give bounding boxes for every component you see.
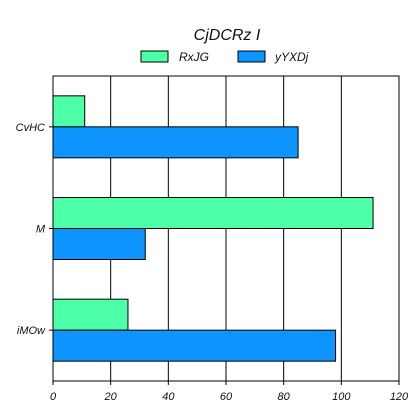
bar-rxjg-imow [52, 298, 129, 331]
y-tick-label-m: M [36, 224, 46, 236]
legend: RxJG yYXDj [140, 50, 309, 64]
legend-swatch-yyxdj [237, 50, 266, 63]
y-tick-label-imow: iMOw [17, 325, 46, 337]
bar-rxjg-cvhc [52, 95, 86, 128]
bar-yyxdj-m [52, 228, 146, 260]
bar-yyxdj-imow [52, 329, 337, 362]
x-tick-label-20: 20 [104, 391, 118, 403]
x-tick-label-80: 80 [278, 391, 291, 403]
chart-title: CjDCRz I [194, 27, 261, 44]
bar-rxjg-m [52, 197, 374, 229]
legend-swatch-rxjg [140, 50, 169, 63]
bar-yyxdj-cvhc [52, 126, 299, 159]
x-tick-label-0: 0 [50, 391, 57, 403]
x-tick-label-40: 40 [162, 391, 175, 403]
legend-label-yyxdj: yYXDj [274, 50, 309, 64]
x-tick-label-60: 60 [220, 391, 233, 403]
x-tick-label-120: 120 [390, 391, 409, 403]
y-tick-label-cvhc: CvHC [16, 122, 45, 134]
legend-label-rxjg: RxJG [179, 50, 209, 64]
x-tick-label-100: 100 [332, 391, 351, 403]
